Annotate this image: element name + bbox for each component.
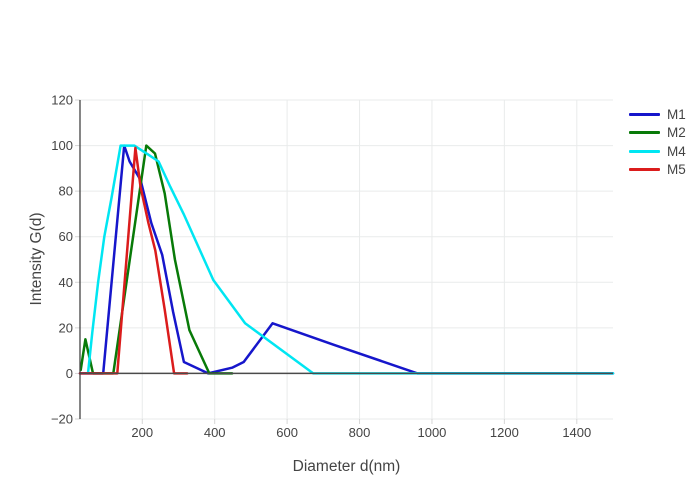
legend-label-m5: M5 (667, 162, 686, 178)
x-tick-label: 800 (349, 425, 371, 440)
y-tick-label: 40 (59, 275, 73, 290)
x-tick-label: 600 (276, 425, 298, 440)
y-tick-label: −20 (51, 412, 73, 427)
legend-item-m4[interactable]: M4 (629, 142, 686, 161)
gridlines (80, 99, 613, 420)
y-axis-title: Intensity G(d) (28, 212, 45, 306)
legend: M1 M2 M4 M5 (629, 105, 686, 179)
tick-labels: −20 0 20 40 60 80 100 120 200 400 600 800 1000 1200 14… (51, 93, 591, 441)
y-tick-label: 20 (59, 320, 73, 335)
legend-item-m1[interactable]: M1 (629, 105, 686, 124)
series-line-m2[interactable] (79, 144, 234, 375)
y-tick-label: 120 (51, 93, 73, 108)
legend-item-m2[interactable]: M2 (629, 124, 686, 143)
legend-item-m5[interactable]: M5 (629, 161, 686, 180)
legend-label-m2: M2 (667, 125, 686, 141)
y-tick-label: 80 (59, 184, 73, 199)
legend-line-m5 (629, 168, 660, 172)
x-tick-label: 1000 (417, 425, 446, 440)
x-tick-label: 1200 (490, 425, 519, 440)
x-tick-label: 200 (131, 425, 153, 440)
series-line-m5[interactable] (78, 146, 189, 375)
series-line-m4[interactable] (86, 144, 615, 375)
series-lines (78, 144, 615, 375)
legend-label-m4: M4 (667, 143, 686, 159)
y-tick-label: 60 (59, 229, 73, 244)
y-tick-label: 100 (51, 138, 73, 153)
x-axis-title: Diameter d(nm) (292, 458, 401, 475)
tick-marks (75, 99, 578, 424)
legend-line-m1 (629, 112, 660, 116)
series-line-m1[interactable] (78, 144, 615, 375)
y-tick-label: 0 (66, 366, 73, 381)
x-tick-label: 400 (204, 425, 226, 440)
legend-line-m4 (629, 149, 660, 153)
x-tick-label: 1400 (562, 425, 591, 440)
legend-line-m2 (629, 131, 660, 135)
legend-label-m1: M1 (667, 106, 686, 122)
